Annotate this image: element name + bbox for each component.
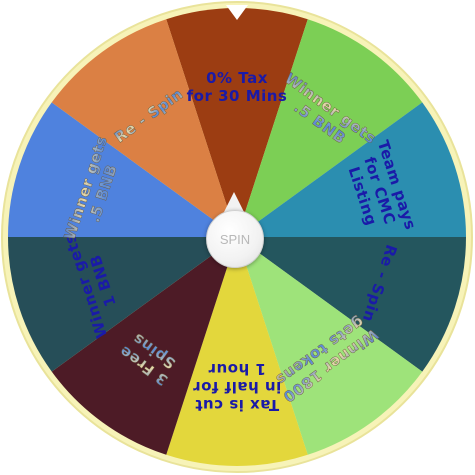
wheel-segments xyxy=(8,8,466,466)
spin-button[interactable]: SPIN xyxy=(206,210,264,268)
wheel-segment xyxy=(51,237,237,455)
spin-button-label: SPIN xyxy=(219,231,251,247)
wheel-segment xyxy=(8,102,237,238)
wheel-segment xyxy=(237,237,423,455)
wheel-segment xyxy=(237,19,423,238)
wheel-segment-label: 0% Tax for 30 Mins xyxy=(187,69,288,105)
wheel-segment xyxy=(166,237,308,466)
wheel-segment xyxy=(237,102,466,238)
spin-pointer-icon xyxy=(224,192,244,212)
wheel-segment-label: Tax is cutin half for1 hour xyxy=(193,360,282,414)
wheel-segment xyxy=(237,237,466,372)
wheel-segment xyxy=(8,237,237,372)
wheel-segment xyxy=(166,8,308,238)
top-pointer-notch xyxy=(226,5,248,20)
wheel-segment xyxy=(51,19,237,238)
